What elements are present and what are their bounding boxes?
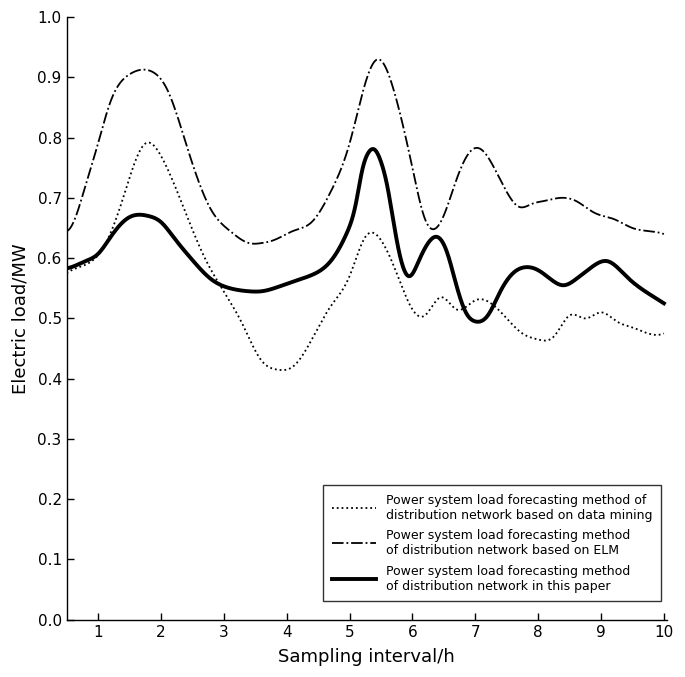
Legend: Power system load forecasting method of
distribution network based on data minin: Power system load forecasting method of … xyxy=(323,485,661,601)
X-axis label: Sampling interval/h: Sampling interval/h xyxy=(278,648,455,666)
Y-axis label: Electric load/MW: Electric load/MW xyxy=(11,243,29,394)
